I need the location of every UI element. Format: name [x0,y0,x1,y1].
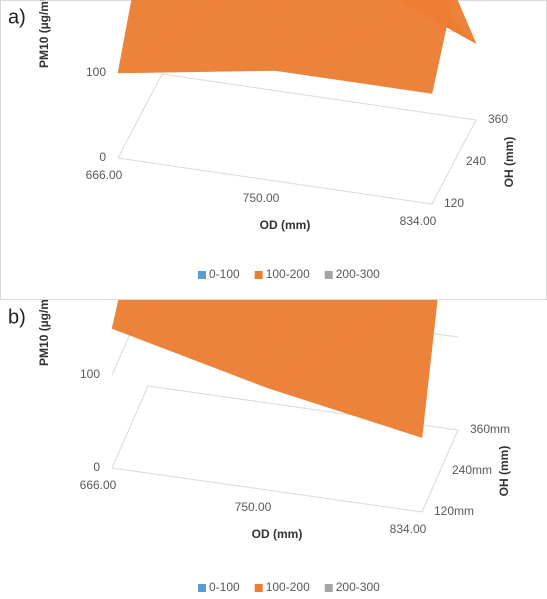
grid-line [117,73,163,159]
x-tick-label: 834.00 [400,214,437,228]
legend-label: 200-300 [336,580,380,594]
z-axis-title: PM10 (µg/m³) [37,0,51,68]
legend-swatch [254,584,263,592]
surface-patch [274,0,437,71]
x-tick-label: 666.00 [86,168,123,182]
panel-a: a)0100200300666.00750.00834.00120240360O… [0,0,547,300]
panel-label: b) [8,306,26,328]
x-tick-label: 666.00 [80,478,117,492]
surface-patch [266,300,403,389]
floor-edge [117,157,433,205]
x-tick-label: 750.00 [243,191,280,205]
legend-label: 0-100 [209,267,240,281]
legend-swatch [254,271,263,279]
z-axis-title: PM10 (µg/m³) [37,300,51,366]
legend-swatch [198,584,206,592]
surface-patch [111,300,161,330]
x-tick-label: 834.00 [390,522,427,536]
legend-swatch [324,271,333,279]
legend-label: 0-100 [209,580,240,594]
y-tick-label: 240mm [452,463,492,477]
grid-line [161,73,477,121]
x-tick-label: 750.00 [235,500,272,514]
panel-b: b)0100200300666.00750.00834.00120mm240mm… [8,300,511,594]
x-axis-title: OD (mm) [260,218,311,232]
floor-edge [431,119,477,205]
panel-label: a) [8,6,26,28]
y-tick-label: 360 [488,112,508,126]
y-tick-label: 120mm [434,504,474,518]
y-tick-label: 360mm [470,422,510,436]
z-tick-label: 0 [99,150,106,164]
z-tick-label: 100 [80,367,100,381]
surface-patch [117,0,220,74]
x-axis-title: OD (mm) [252,527,303,541]
floor-edge [111,467,423,513]
floor-edge [421,429,459,513]
grid-line [111,385,149,469]
legend-label: 100-200 [266,267,310,281]
legend-swatch [324,584,333,592]
legend-swatch [198,271,206,279]
y-axis-title: OH (mm) [497,446,511,497]
y-tick-label: 120 [444,196,464,210]
legend-label: 100-200 [266,580,310,594]
z-tick-label: 100 [86,65,106,79]
y-axis-title: OH (mm) [502,137,516,188]
y-tick-label: 240 [466,154,486,168]
legend-label: 200-300 [336,267,380,281]
z-tick-label: 0 [93,460,100,474]
